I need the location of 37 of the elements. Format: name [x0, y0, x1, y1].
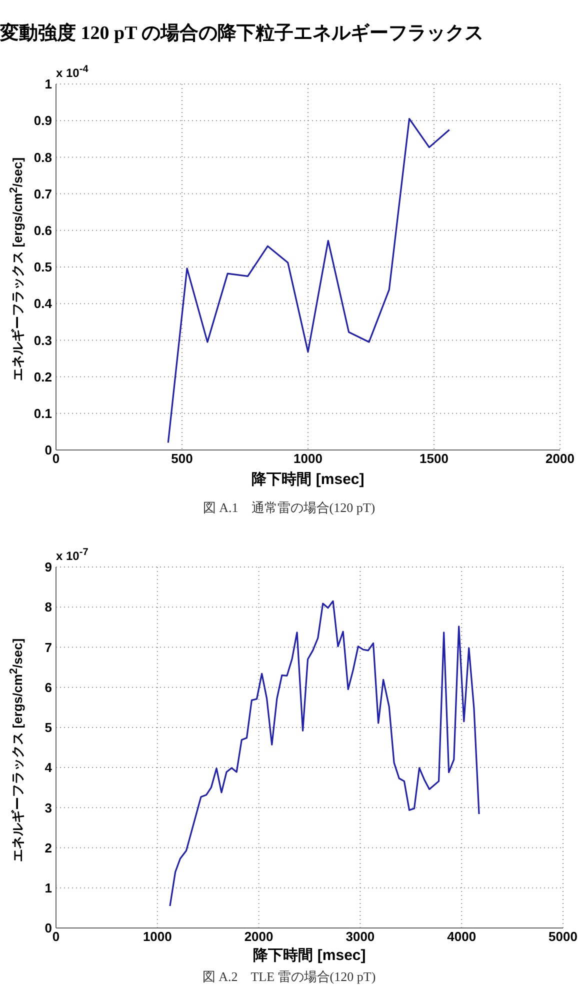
x-tick-label: 4000 [447, 929, 476, 944]
y-tick-label: 0.7 [34, 186, 52, 202]
line-series [167, 118, 450, 444]
text: 図 A.2 TLE 雷の場合(120 pT) [201, 968, 377, 986]
y-tick-label: 8 [44, 600, 52, 615]
y-tick-label: 0.9 [34, 113, 52, 128]
y-tick-label: 5 [44, 720, 52, 736]
x-tick-label: 2000 [244, 929, 274, 944]
x-tick-label: 1500 [420, 451, 448, 466]
y-tick-label: 0.6 [34, 223, 52, 238]
y-tick-label: 0.4 [34, 296, 53, 312]
y-tick-label: 0.3 [34, 332, 52, 348]
y-tick-label: 1 [44, 76, 52, 92]
chart-title: 変動強度 120 pT の場合の降下粒子エネルギーフラックス [0, 22, 484, 46]
x-tick-label: 1000 [294, 451, 322, 466]
x-tick-label: 1000 [142, 929, 172, 944]
line-series [169, 600, 480, 907]
x-axis-title: 降下時間 [msec] [252, 946, 367, 965]
text: 図 A.1 通常雷の場合(120 pT) [202, 499, 376, 517]
x-tick-label: 2000 [546, 451, 574, 466]
y-tick-label: 7 [44, 640, 52, 655]
y-tick-label: 3 [44, 800, 52, 816]
y-tick-label: 0.8 [34, 150, 52, 165]
y-tick-label: 2 [44, 840, 52, 856]
x-tick-label: 500 [171, 451, 193, 466]
x-tick-label: 5000 [548, 929, 578, 944]
text: x 10$^{-7}$ [56, 547, 88, 563]
y-tick-label: 1 [44, 880, 52, 896]
y-tick-label: 9 [44, 560, 52, 575]
y-tick-label: 0.5 [34, 260, 52, 275]
x-tick-label: 3000 [346, 929, 375, 944]
y-tick-label: 0.1 [34, 406, 52, 422]
text: x 10$^{-4}$ [56, 64, 88, 80]
y-tick-label: 0.2 [34, 369, 52, 384]
y-tick-label: 4 [44, 760, 53, 776]
y-tick-label: 6 [44, 680, 52, 695]
x-axis-title: 降下時間 [msec] [250, 470, 366, 489]
